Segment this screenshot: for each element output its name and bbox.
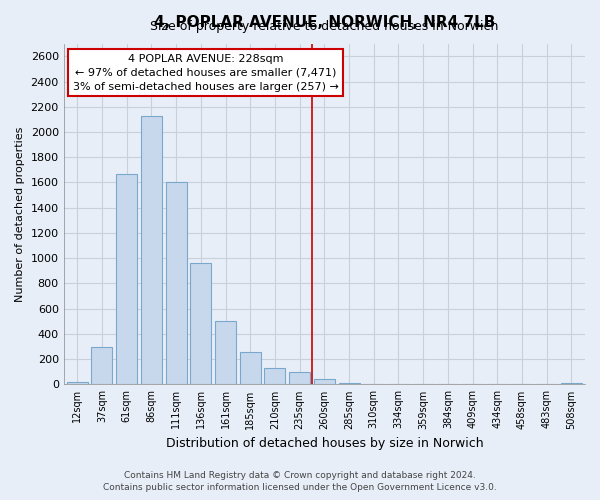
Bar xyxy=(240,352,261,384)
Bar xyxy=(67,382,88,384)
Text: Size of property relative to detached houses in Norwich: Size of property relative to detached ho… xyxy=(150,20,499,34)
Bar xyxy=(215,320,236,384)
Bar xyxy=(338,383,359,384)
Text: 4 POPLAR AVENUE: 228sqm
← 97% of detached houses are smaller (7,471)
3% of semi-: 4 POPLAR AVENUE: 228sqm ← 97% of detache… xyxy=(73,54,338,92)
Bar xyxy=(265,368,286,384)
Bar xyxy=(190,264,211,384)
Text: Contains HM Land Registry data © Crown copyright and database right 2024.
Contai: Contains HM Land Registry data © Crown c… xyxy=(103,471,497,492)
Bar xyxy=(91,346,112,385)
Y-axis label: Number of detached properties: Number of detached properties xyxy=(15,126,25,302)
Title: 4, POPLAR AVENUE, NORWICH, NR4 7LB: 4, POPLAR AVENUE, NORWICH, NR4 7LB xyxy=(154,15,495,30)
Bar xyxy=(166,182,187,384)
Bar xyxy=(289,372,310,384)
Bar xyxy=(141,116,162,384)
Bar xyxy=(314,380,335,384)
Bar xyxy=(561,382,582,384)
X-axis label: Distribution of detached houses by size in Norwich: Distribution of detached houses by size … xyxy=(166,437,483,450)
Bar xyxy=(116,174,137,384)
